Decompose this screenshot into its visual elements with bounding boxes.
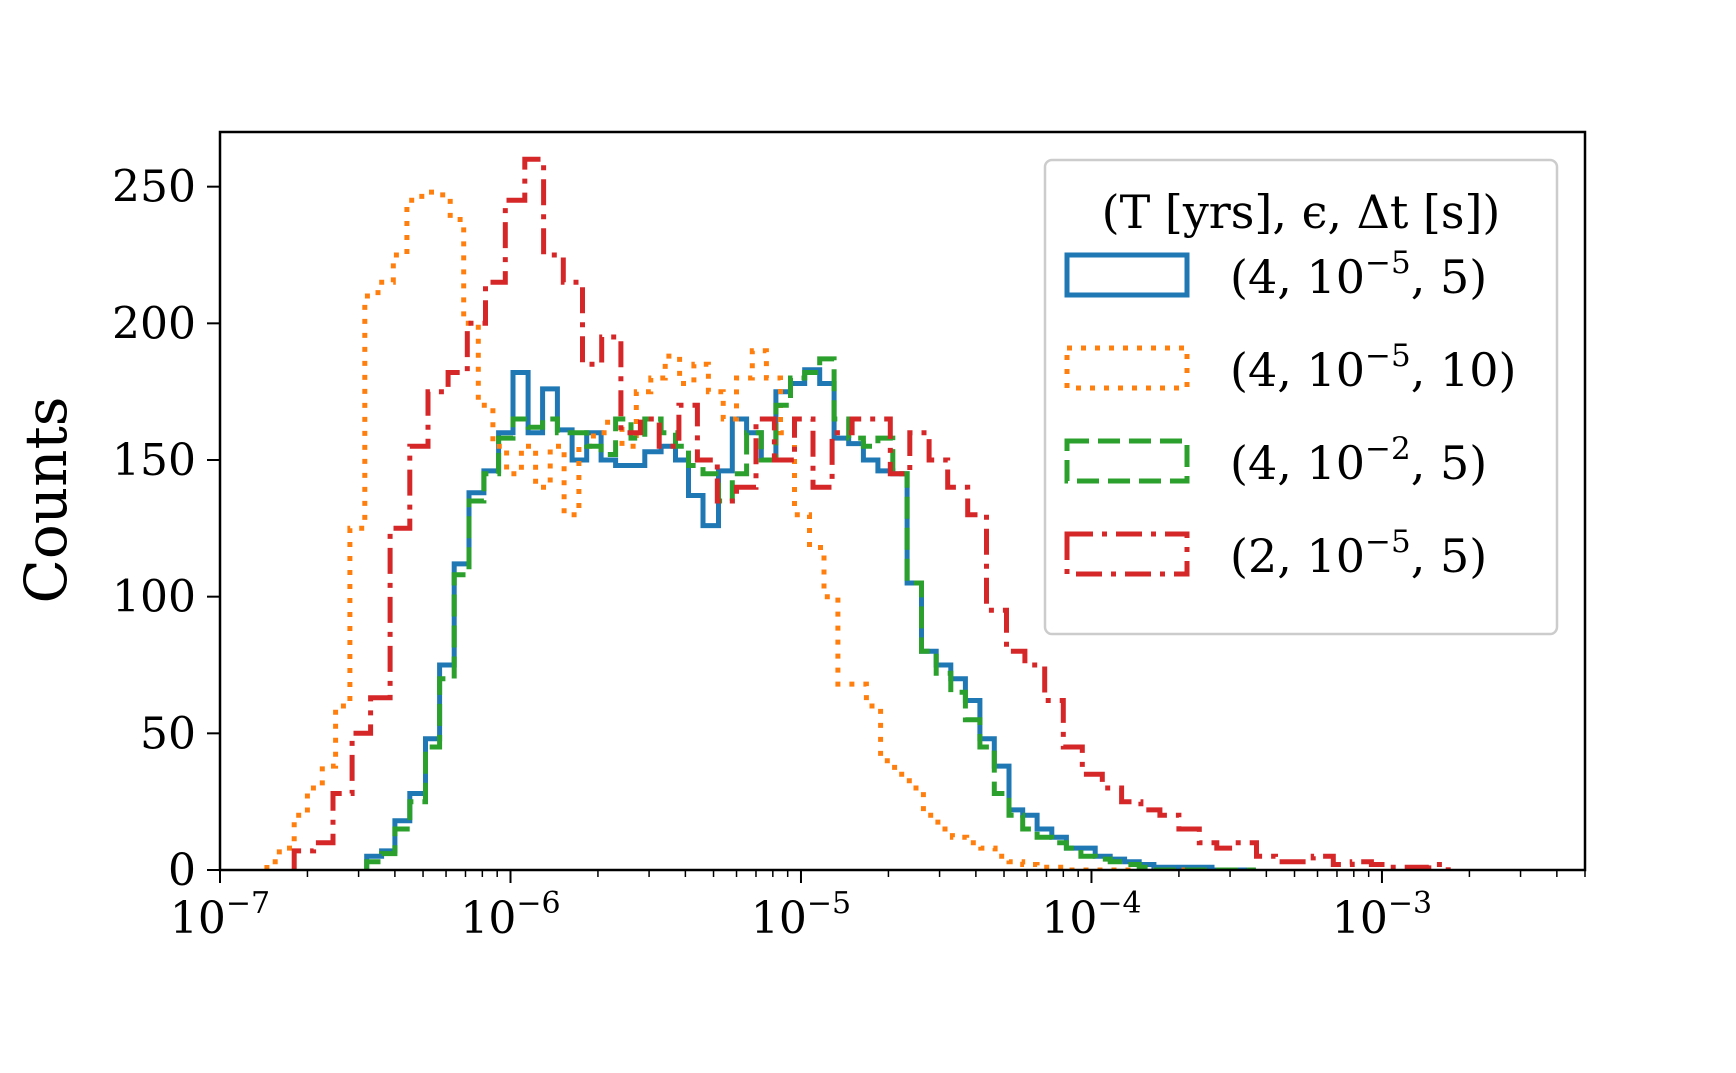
x-tick-label: 10−5: [751, 886, 851, 944]
legend-title: (T [yrs], ϵ, Δt [s]): [1102, 185, 1501, 239]
y-tick-label: 150: [112, 435, 196, 486]
legend: (T [yrs], ϵ, Δt [s]) (4, 10−5, 5) (4, 10−5…: [1043, 158, 1559, 636]
series-line-3: [364, 356, 1256, 870]
y-tick-label: 100: [112, 572, 196, 623]
y-tick-label: 250: [112, 162, 196, 213]
axes-frame: [218, 130, 1587, 872]
axes: 10−7 10−6 10−5 10−4 10−3 0 50 100 150 200 250: [112, 130, 1587, 944]
legend-label-4: (2, 10−5, 5): [1230, 524, 1487, 583]
legend-swatch-3: [1064, 438, 1190, 484]
y-tick-label: 200: [112, 298, 196, 349]
x-tick-label: 10−7: [170, 886, 270, 944]
legend-swatch-4: [1064, 531, 1190, 577]
y-axis-label: Counts: [12, 396, 80, 603]
legend-box: [1043, 158, 1559, 636]
y-tick-label: 0: [168, 845, 196, 896]
plot-area: [264, 156, 1451, 870]
series-line-2: [264, 189, 1198, 870]
legend-swatch-2: [1064, 345, 1190, 391]
x-tick-label: 10−6: [460, 886, 560, 944]
x-tick-label: 10−4: [1041, 886, 1141, 944]
y-tick-label: 50: [140, 708, 196, 759]
x-tick-label: 10−3: [1332, 886, 1432, 944]
legend-swatch-1: [1064, 252, 1190, 298]
legend-label-1: (4, 10−5, 5): [1230, 245, 1487, 304]
series-line-4: [291, 156, 1451, 870]
legend-label-3: (4, 10−2, 5): [1230, 431, 1487, 490]
legend-label-2: (4, 10−5, 10): [1230, 338, 1516, 397]
